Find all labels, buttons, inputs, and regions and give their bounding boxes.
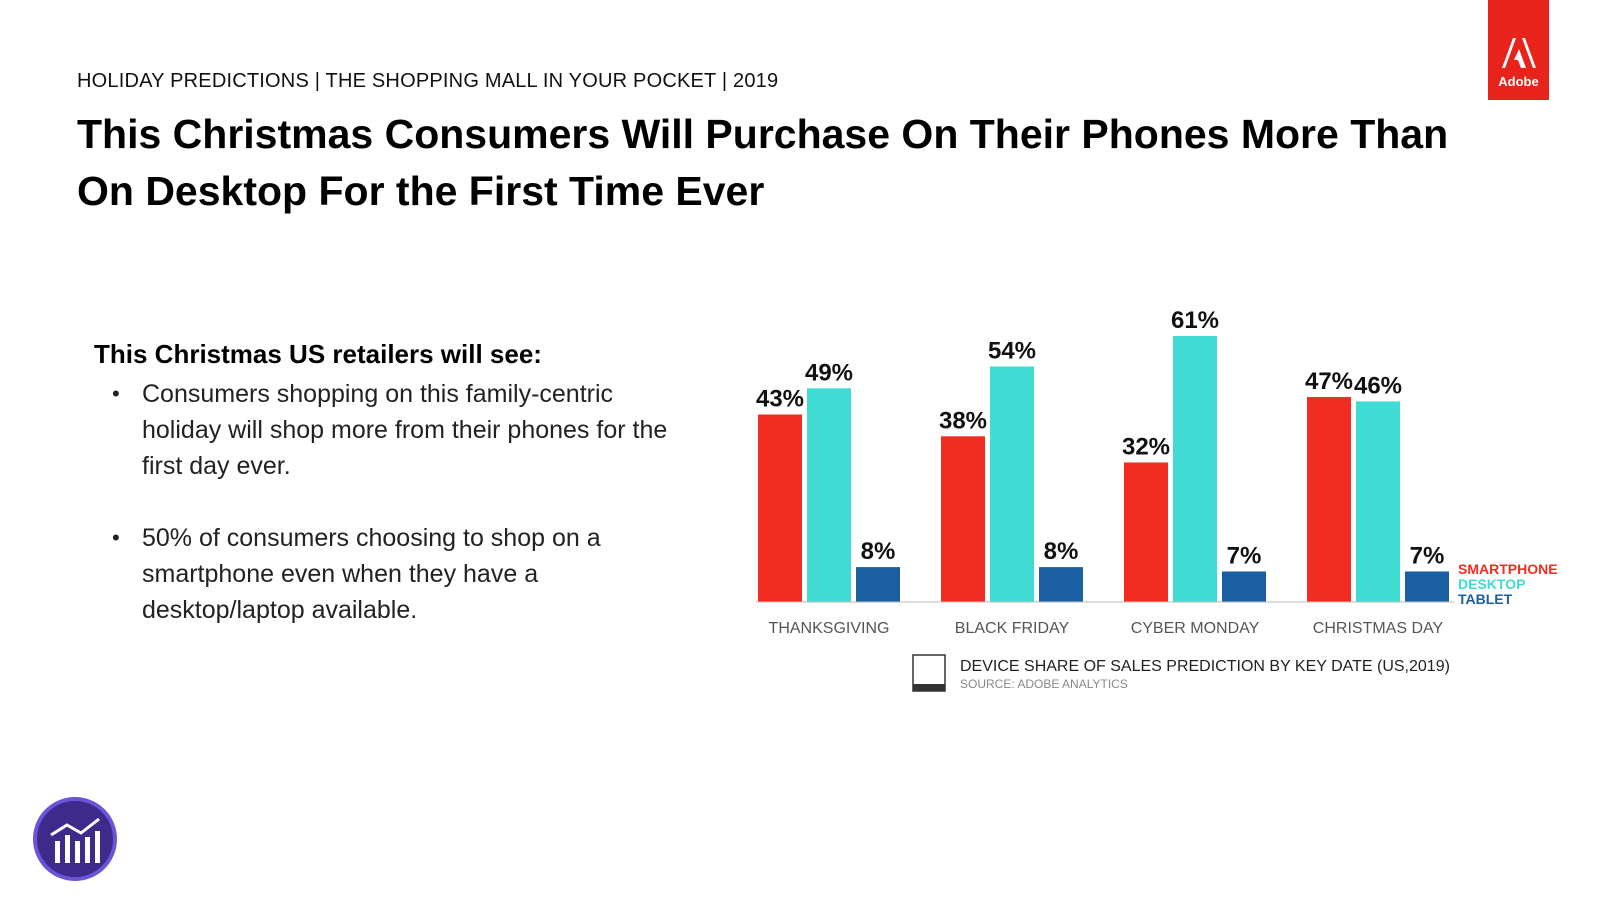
adobe-logo: Adobe [1488,0,1549,100]
bar-tablet [1405,571,1449,602]
data-label-smartphone: 43% [756,385,804,412]
category-label: THANKSGIVING [769,620,890,637]
data-label-desktop: 54% [988,338,1036,365]
data-label-tablet: 7% [1227,542,1262,569]
kicker-text: HOLIDAY PREDICTIONS | THE SHOPPING MALL … [77,70,779,92]
category-label: CYBER MONDAY [1131,620,1260,637]
analytics-icon [33,797,117,881]
bullet-dot: • [112,381,120,406]
category-label: BLACK FRIDAY [955,620,1070,637]
data-label-smartphone: 38% [939,407,987,434]
summary-panel: This Christmas US retailers will see: • C… [94,339,694,664]
data-label-desktop: 46% [1354,372,1402,399]
summary-lead: This Christmas US retailers will see: [94,339,542,369]
bar-desktop [990,366,1034,602]
bar-smartphone [1124,462,1168,602]
bar-smartphone [758,414,802,602]
page-title: This Christmas Consumers Will Purchase O… [77,111,1449,214]
legend-desktop: DESKTOP [1458,576,1525,592]
chart-title: DEVICE SHARE OF SALES PREDICTION BY KEY … [960,658,1450,675]
data-label-desktop: 49% [805,359,853,386]
bar-desktop [1356,401,1400,602]
data-label-tablet: 7% [1410,542,1445,569]
bar-desktop [1173,336,1217,602]
bar-tablet [1039,567,1083,602]
bar-smartphone [1307,397,1351,602]
bullet-text: 50% of consumers choosing to shop on a s… [142,524,601,624]
data-label-smartphone: 32% [1122,433,1170,460]
legend-tablet: TABLET [1458,591,1513,607]
summary-bullets: • Consumers shopping on this family-centr… [94,376,694,628]
bar-tablet [1222,571,1266,602]
category-label: CHRISTMAS DAY [1313,620,1444,637]
bar-desktop [807,388,851,602]
adobe-wordmark: Adobe [1498,74,1539,89]
bar-smartphone [941,436,985,602]
bullet-text: Consumers shopping on this family-centri… [142,380,668,480]
legend-smartphone: SMARTPHONE [1458,561,1558,577]
analytics-badge [33,797,117,881]
report-icon-band [913,684,945,691]
bullet-item: • 50% of consumers choosing to shop on a … [94,520,694,628]
data-label-desktop: 61% [1171,307,1219,334]
data-label-tablet: 8% [861,538,896,565]
bullet-item: • Consumers shopping on this family-centr… [94,376,694,484]
adobe-a-icon [1501,38,1536,68]
data-label-smartphone: 47% [1305,368,1353,395]
bullet-dot: • [112,525,120,550]
chart-source: SOURCE: ADOBE ANALYTICS [960,677,1128,691]
data-label-tablet: 8% [1044,538,1079,565]
bar-tablet [856,567,900,602]
